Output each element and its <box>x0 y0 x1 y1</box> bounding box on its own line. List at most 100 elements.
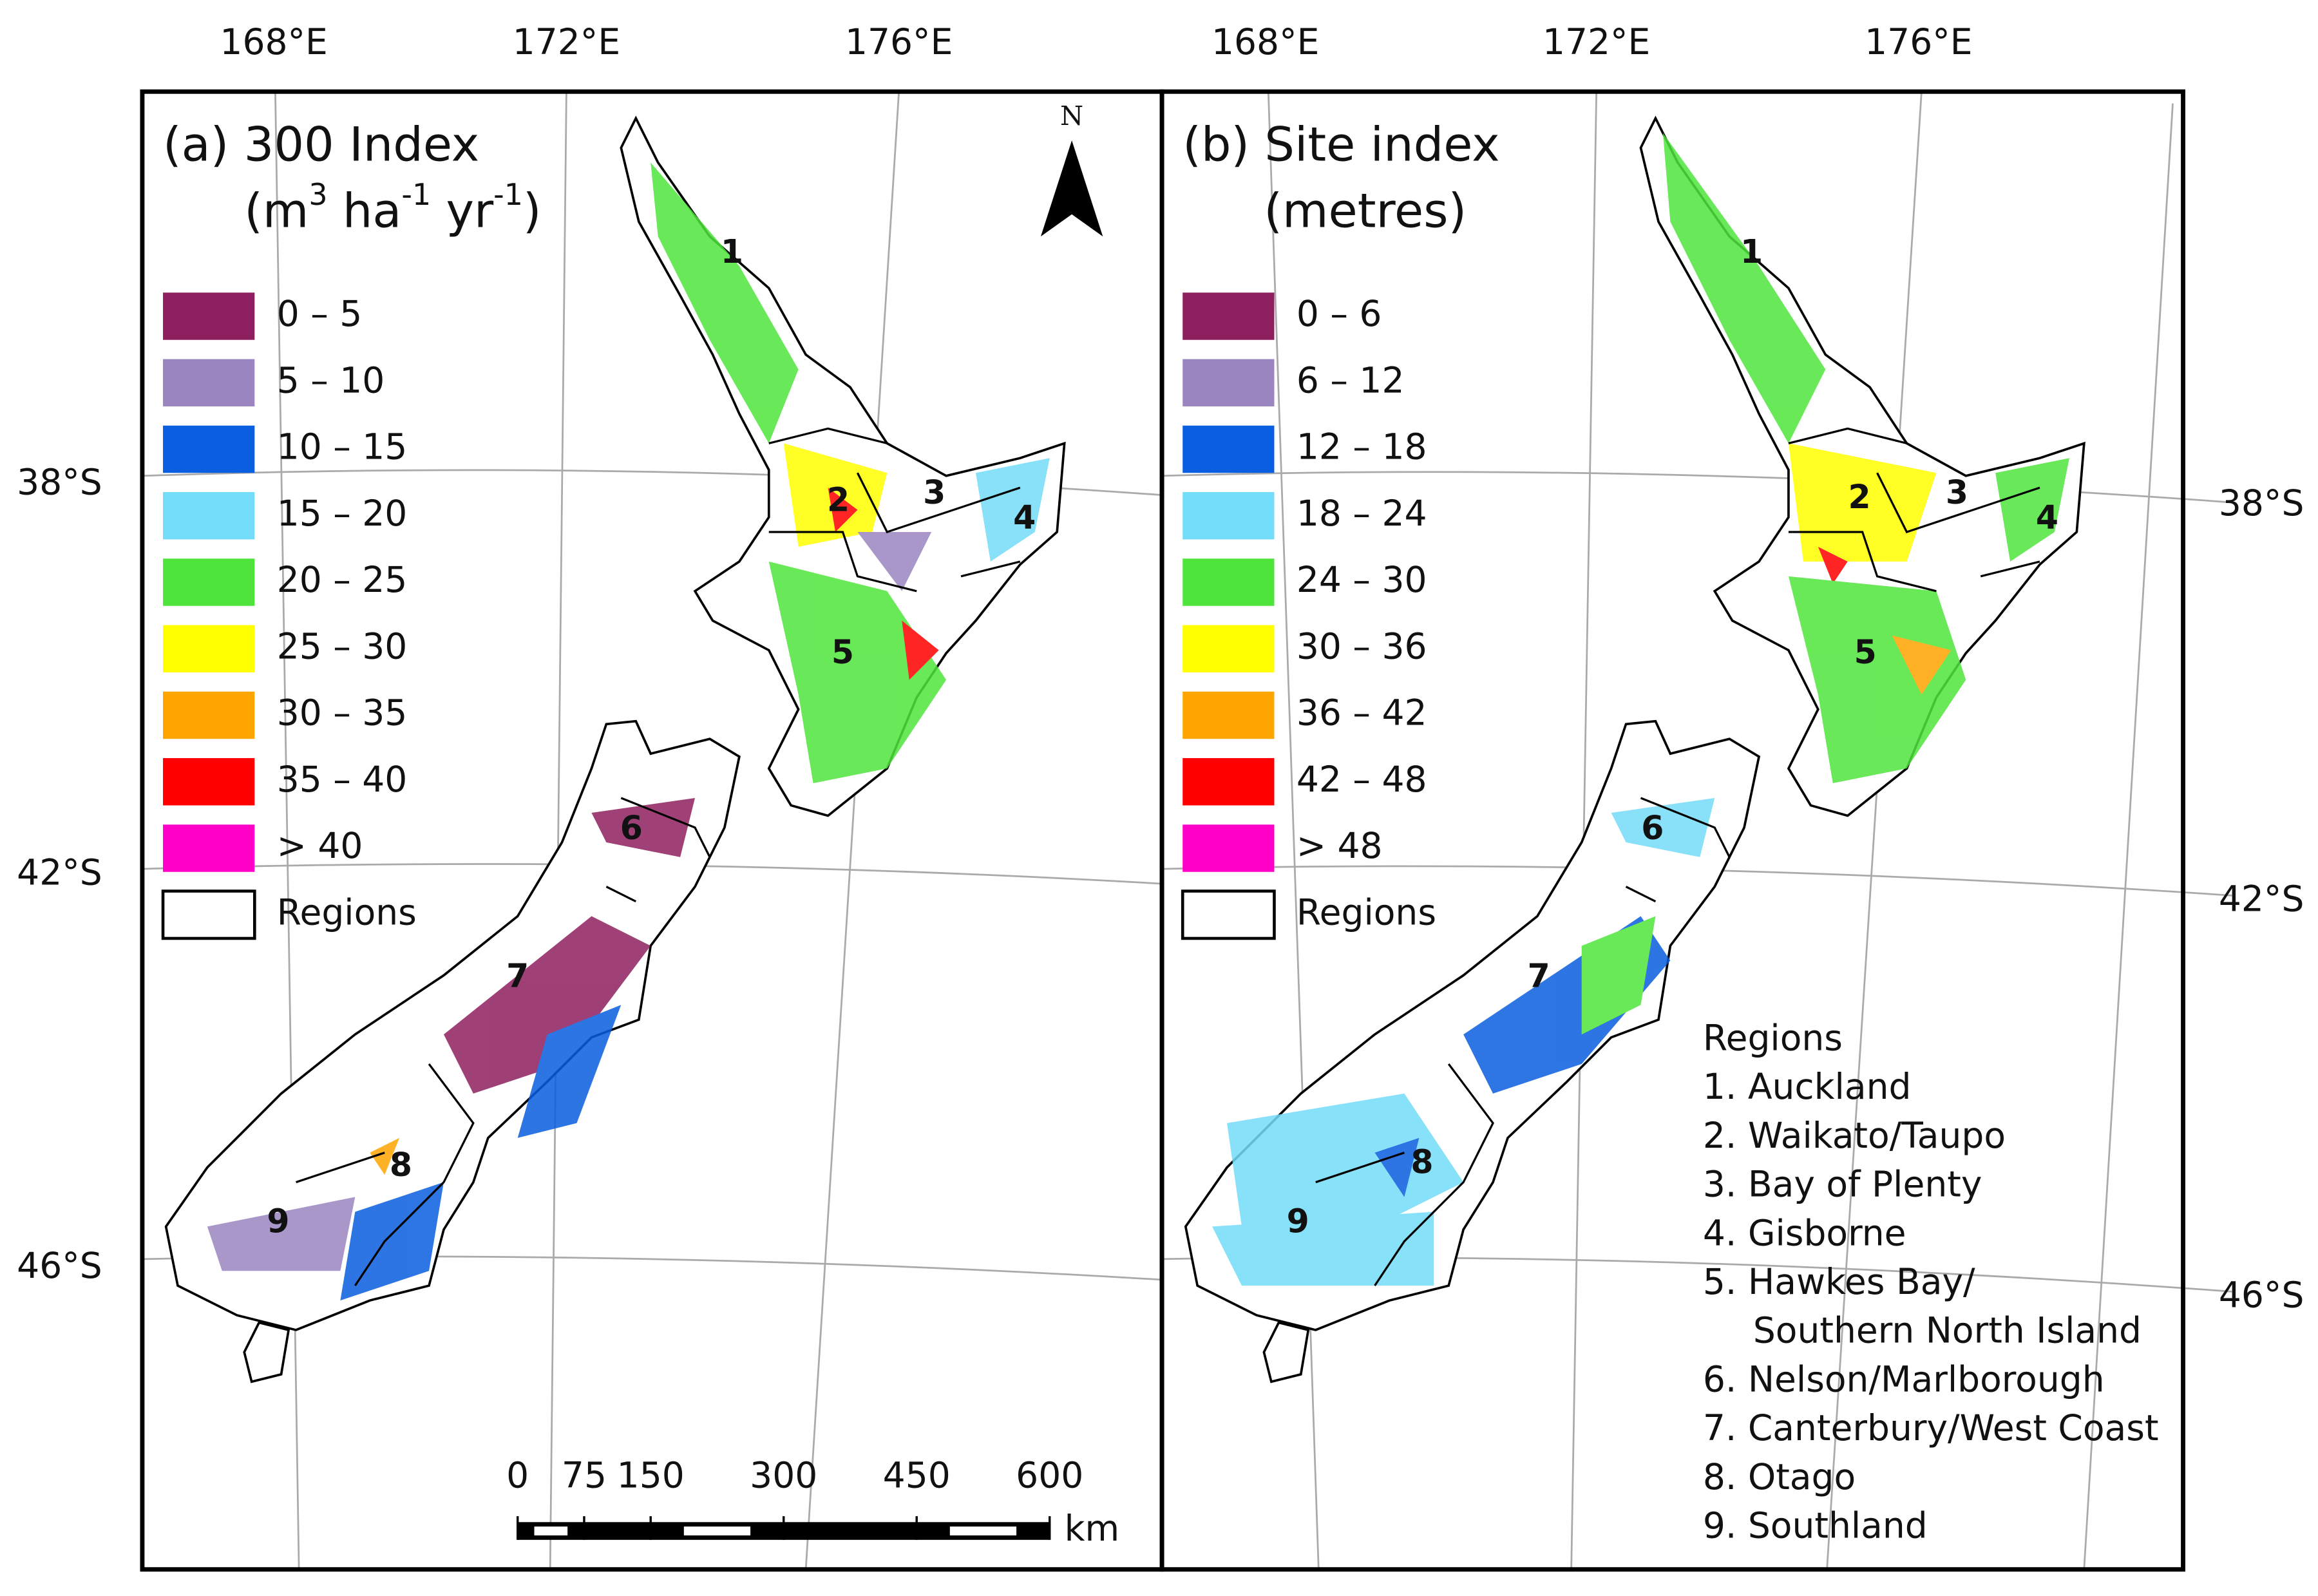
legend-label: 10 – 15 <box>277 426 408 468</box>
unit-part: 3 <box>309 177 327 212</box>
scale-inset <box>683 1526 751 1535</box>
north-label: N <box>1060 100 1083 131</box>
legend-label: 24 – 30 <box>1297 559 1427 600</box>
legend-label: 25 – 30 <box>277 625 408 667</box>
region-number: 1 <box>1740 233 1763 271</box>
region-number: 6 <box>620 809 643 847</box>
scale-label: 450 <box>883 1455 951 1496</box>
lon-label: 176°E <box>1865 21 1972 62</box>
scale-inset <box>600 1526 634 1535</box>
scale-label: 75 <box>562 1455 607 1496</box>
unit-part: (m <box>244 184 309 239</box>
scale-unit: km <box>1065 1508 1120 1549</box>
map-b <box>1184 115 2085 1383</box>
legend-label: 18 – 24 <box>1297 493 1427 534</box>
region-number: 8 <box>390 1146 412 1184</box>
unit-part: (metres) <box>1264 184 1467 239</box>
panel-title: (b) Site index <box>1183 117 1499 172</box>
lat-label: 42°S <box>2219 879 2304 920</box>
region-number: 4 <box>1013 499 1036 537</box>
regions-list-item: 1. Auckland <box>1703 1066 1912 1107</box>
legend-swatch <box>163 492 255 540</box>
region-number: 2 <box>1848 478 1871 516</box>
legend-swatch <box>163 625 255 672</box>
legend-label: > 40 <box>277 825 363 866</box>
legend-swatch <box>163 691 255 739</box>
unit-part: ) <box>523 184 542 239</box>
lat-label: 46°S <box>2219 1275 2304 1316</box>
legend-swatch <box>163 758 255 806</box>
legend-label: 0 – 6 <box>1297 293 1382 334</box>
legend-swatch <box>1183 824 1275 872</box>
legend-swatch <box>163 359 255 406</box>
annotations: 168°E 172°E 176°E 168°E 172°E 176°E38°S42°S46… <box>17 21 2304 1549</box>
region-number: 7 <box>506 956 529 994</box>
regions-list-title: Regions <box>1703 1017 1843 1058</box>
legend-swatch <box>163 292 255 340</box>
legend-label: 20 – 25 <box>277 559 408 600</box>
lat-label: 38°S <box>17 462 102 503</box>
region-number: 5 <box>1854 633 1877 671</box>
raster-a <box>207 162 1050 1301</box>
region-number: 3 <box>1946 473 1968 511</box>
scale-inset <box>949 1526 1017 1535</box>
scale-label: 600 <box>1016 1455 1083 1496</box>
lon-label: 168°E <box>220 21 327 62</box>
regions-list-item: 2. Waikato/Taupo <box>1703 1115 2006 1156</box>
legend-label: 35 – 40 <box>277 759 408 800</box>
region-number: 7 <box>1528 956 1550 994</box>
legend-label: Regions <box>1297 891 1436 933</box>
legend-swatch <box>1183 292 1275 340</box>
legend-label: 6 – 12 <box>1297 359 1405 401</box>
regions-list-item: 6. Nelson/Marlborough <box>1703 1358 2105 1400</box>
legend-label: 15 – 20 <box>277 493 408 534</box>
regions-list-item: 7. Canterbury/West Coast <box>1703 1407 2159 1449</box>
lat-label: 46°S <box>17 1245 102 1286</box>
regions-list-item: 3. Bay of Plenty <box>1703 1164 1982 1205</box>
panel-unit: (m3 ha-1 yr-1) <box>244 177 541 239</box>
stewart-island <box>1262 1321 1310 1383</box>
raster-b <box>1212 133 2069 1286</box>
lon-label: 172°E <box>1543 21 1650 62</box>
panel-title: (a) 300 Index <box>163 117 479 172</box>
legend-label: 12 – 18 <box>1297 426 1427 468</box>
legend-swatch <box>1183 558 1275 606</box>
region-number: 9 <box>1287 1202 1309 1240</box>
meridians-b <box>1267 91 2174 1570</box>
legend-swatch <box>161 889 256 940</box>
region-number: 4 <box>2036 499 2058 537</box>
legend-label: 30 – 35 <box>277 692 408 734</box>
region-number: 2 <box>827 481 850 519</box>
regions-list-item: Southern North Island <box>1753 1310 2142 1351</box>
north-arrow <box>1040 140 1103 237</box>
scale-label: 0 <box>506 1455 529 1496</box>
region-number: 6 <box>1641 809 1664 847</box>
scale-inset <box>817 1526 884 1535</box>
unit-part: -1 <box>401 177 431 212</box>
scale-label: 150 <box>617 1455 685 1496</box>
legend-swatch <box>163 425 255 473</box>
lat-label: 38°S <box>2219 482 2304 524</box>
legend-label: 36 – 42 <box>1297 692 1427 734</box>
unit-part: yr <box>431 184 494 239</box>
legend-swatch <box>1183 425 1275 473</box>
legend-label: 42 – 48 <box>1297 759 1427 800</box>
legend-swatch <box>163 824 255 872</box>
scale-label: 300 <box>750 1455 817 1496</box>
legend-swatch <box>1183 359 1275 406</box>
legend-swatch <box>1183 625 1275 672</box>
regions-list-item: 4. Gisborne <box>1703 1212 1906 1253</box>
region-number: 1 <box>721 233 743 271</box>
legend-swatch <box>1183 758 1275 806</box>
regions-list-item: 5. Hawkes Bay/ <box>1703 1261 1975 1302</box>
legend-label: 0 – 5 <box>277 293 363 334</box>
frame-b <box>1159 89 2185 1572</box>
legend-swatch <box>1183 691 1275 739</box>
lon-label: 168°E <box>1211 21 1319 62</box>
lon-label: 172°E <box>513 21 620 62</box>
legend-swatch <box>1181 889 1276 940</box>
lon-label: 176°E <box>845 21 953 62</box>
region-number: 8 <box>1411 1143 1433 1181</box>
legend-label: > 48 <box>1297 825 1383 866</box>
